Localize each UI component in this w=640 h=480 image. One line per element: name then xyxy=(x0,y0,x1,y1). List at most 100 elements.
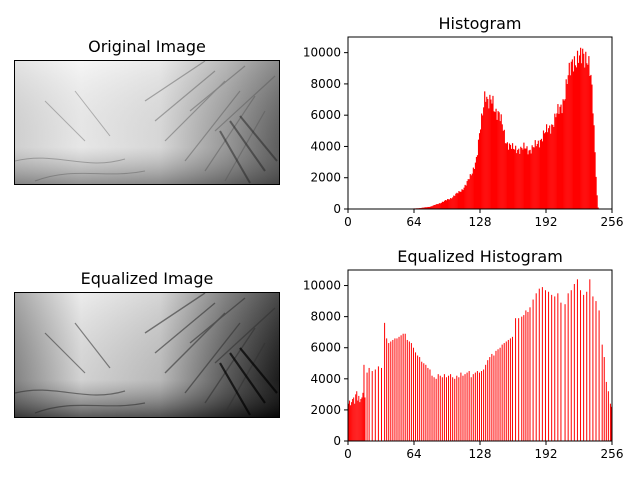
histogram-bar xyxy=(572,71,574,209)
equalized-histogram-bar xyxy=(527,311,529,441)
equalized-histogram-bar xyxy=(491,353,493,441)
equalized-histogram-bar xyxy=(359,402,361,441)
histogram-bar xyxy=(506,142,508,209)
histogram-bar xyxy=(508,143,511,209)
equalized-histogram-bar xyxy=(362,392,364,441)
histogram-bar xyxy=(556,113,558,209)
equalized-histogram-bar xyxy=(415,352,417,441)
histogram-ytick-label: 4000 xyxy=(310,139,341,153)
histogram-bar xyxy=(558,113,560,209)
equalized-histogram-bar xyxy=(525,310,527,441)
histogram-bar xyxy=(519,153,521,209)
equalized-histogram-bar xyxy=(541,287,543,441)
equalized-histogram-bar xyxy=(589,279,591,441)
histogram-bar xyxy=(575,67,578,209)
equalized-histogram-bar xyxy=(381,367,382,441)
equalized-histogram-xtick-label: 128 xyxy=(469,447,492,461)
histogram-xtick-label: 0 xyxy=(344,215,352,229)
histogram-bar xyxy=(562,99,564,209)
histogram-axes-frame xyxy=(347,36,613,210)
histogram-bar xyxy=(524,148,526,209)
equalized-histogram-bar xyxy=(374,369,376,441)
histogram-bar xyxy=(496,119,498,209)
histogram-bar xyxy=(529,149,531,209)
histogram-bar xyxy=(424,207,426,209)
histogram-bar xyxy=(581,63,583,210)
histogram-bar xyxy=(430,206,432,209)
equalized-histogram-bar xyxy=(386,338,388,441)
histogram-bar xyxy=(423,207,425,209)
histogram-xtick-label: 64 xyxy=(406,215,421,229)
original-image-picture xyxy=(15,61,279,184)
equalized-histogram-bar xyxy=(485,364,487,441)
histogram-bar xyxy=(500,114,502,209)
histogram-bar xyxy=(450,198,452,209)
histogram-bar xyxy=(432,205,434,209)
histogram-bar xyxy=(588,56,590,210)
equalized-histogram-bars xyxy=(348,279,612,441)
equalized-histogram-bar xyxy=(454,378,456,441)
histogram-bar xyxy=(510,148,513,209)
histogram-bar xyxy=(555,117,557,209)
histogram-bar xyxy=(492,95,494,209)
equalized-histogram-ytick-label: 8000 xyxy=(310,310,341,324)
equalized-histogram-bar xyxy=(361,397,363,441)
equalized-histogram-bar xyxy=(557,293,559,441)
equalized-histogram-bar xyxy=(535,293,537,441)
equalized-histogram-bar xyxy=(493,355,495,441)
original-image-title: Original Image xyxy=(88,37,206,56)
histogram-bar xyxy=(448,199,450,209)
histogram-bar xyxy=(597,207,599,209)
histogram-bar xyxy=(516,153,518,209)
histogram-bar xyxy=(464,184,466,209)
histogram-bar xyxy=(535,146,537,209)
equalized-histogram-bar xyxy=(427,367,429,441)
equalized-histogram-xtick-label: 0 xyxy=(344,447,352,461)
equalized-histogram-bar xyxy=(470,377,472,441)
histogram-bar xyxy=(436,204,438,209)
equalized-histogram-bar xyxy=(437,374,439,441)
histogram-bar xyxy=(584,67,586,209)
histogram-bar xyxy=(518,148,520,209)
equalized-histogram-bar xyxy=(499,347,501,441)
histogram-bar xyxy=(449,199,451,209)
histogram-bar xyxy=(567,75,569,209)
equalized-histogram-bar xyxy=(423,363,425,441)
equalized-histogram-bar xyxy=(445,377,447,441)
equalized-histogram-bar xyxy=(603,357,605,441)
equalized-histogram-bar xyxy=(388,343,390,441)
equalized-histogram-bar xyxy=(360,399,362,441)
histogram-title: Histogram xyxy=(439,14,522,33)
equalized-histogram-bar xyxy=(384,322,386,441)
histogram-bar xyxy=(422,207,424,209)
equalized-histogram-bar xyxy=(466,372,468,441)
equalized-histogram-bar xyxy=(598,310,600,441)
equalized-histogram-bar xyxy=(363,364,365,441)
histogram-bar xyxy=(534,140,536,209)
histogram-xtick-label: 192 xyxy=(535,215,558,229)
histogram-bar xyxy=(538,147,540,209)
histogram-bar xyxy=(486,96,488,209)
histogram-bar xyxy=(553,126,555,209)
equalized-histogram-ytick-label: 6000 xyxy=(310,341,341,355)
histogram-bar xyxy=(570,61,572,210)
histogram-bar xyxy=(480,129,482,209)
histogram-bar xyxy=(580,47,582,210)
equalized-histogram-bar xyxy=(364,397,366,441)
histogram-bar xyxy=(561,113,563,209)
equalized-image xyxy=(14,292,280,418)
histogram-bar xyxy=(499,121,501,209)
histogram-bar xyxy=(595,176,597,209)
histogram-bar xyxy=(421,207,423,209)
equalized-histogram-bar xyxy=(505,341,507,441)
equalized-histogram-bar xyxy=(443,374,445,441)
equalized-histogram-bar xyxy=(408,341,410,441)
equalized-histogram-bar xyxy=(368,367,370,441)
histogram-bar xyxy=(453,195,455,209)
histogram-bar xyxy=(427,206,429,209)
histogram-bar xyxy=(472,167,474,209)
histogram-bar xyxy=(485,101,487,209)
histogram-bar xyxy=(458,191,460,209)
equalized-histogram-bar xyxy=(580,290,582,441)
histogram-bar xyxy=(463,187,465,209)
